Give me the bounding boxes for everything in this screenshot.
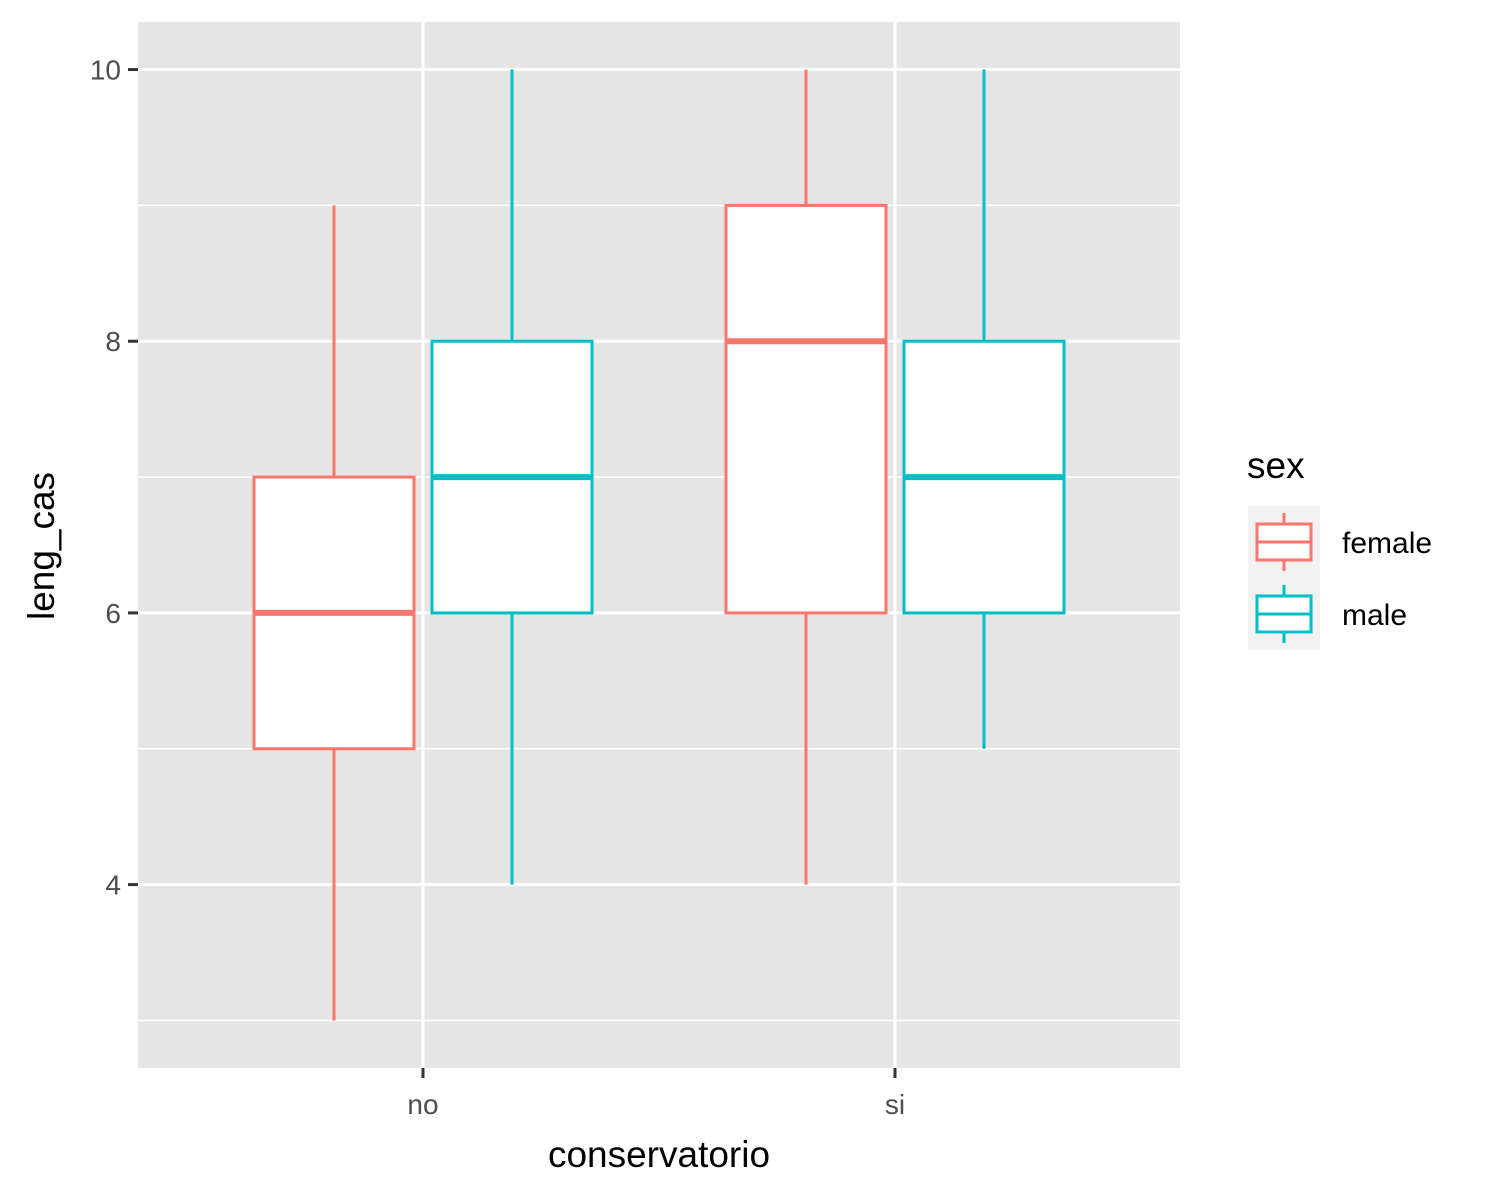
x-tick-label: no [407,1089,438,1120]
box-female-si [724,69,888,885]
legend-key-male [1255,585,1313,643]
box-series [252,69,1066,1021]
legend-label-male: male [1342,599,1407,632]
y-axis: 4 6 8 10 [90,55,138,901]
legend: sex female male [1247,445,1432,650]
legend-label-female: female [1342,527,1432,560]
box-iqr [724,203,888,615]
y-axis-title: leng_cas [21,472,62,620]
legend-key-female [1255,513,1313,571]
box-female-no [252,205,416,1021]
y-tick-label: 6 [105,598,121,629]
x-tick-label: si [885,1089,905,1120]
box-male-si [902,69,1066,749]
x-axis-title: conservatorio [548,1134,770,1175]
legend-title: sex [1247,445,1305,486]
y-tick-label: 10 [90,55,121,86]
box-male-no [430,69,594,885]
y-tick-label: 4 [105,870,121,901]
y-tick-label: 8 [105,326,121,357]
x-axis: no si [407,1068,905,1120]
